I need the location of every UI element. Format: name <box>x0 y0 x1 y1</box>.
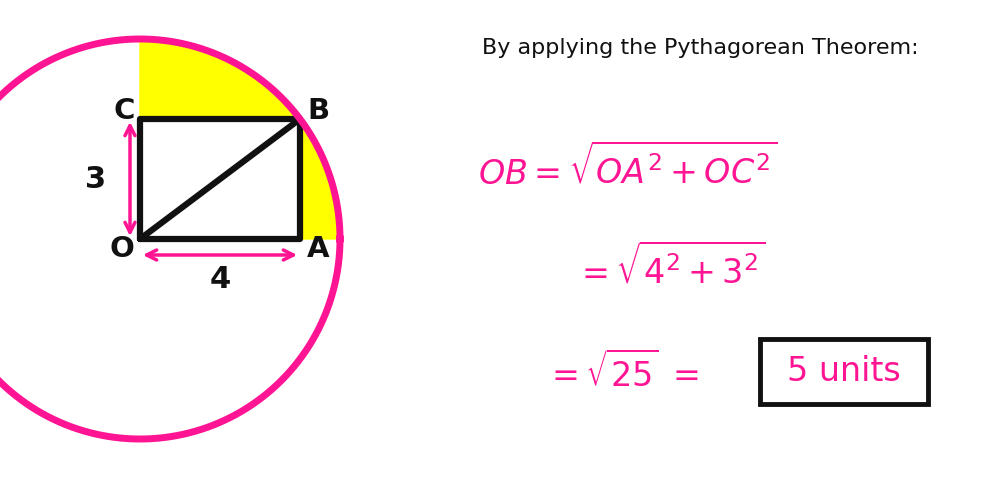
Text: $= \sqrt{4^2 + 3^2}$: $= \sqrt{4^2 + 3^2}$ <box>575 244 765 292</box>
Text: B: B <box>307 97 329 125</box>
Text: O: O <box>110 235 134 263</box>
Polygon shape <box>140 119 300 239</box>
Text: C: C <box>113 97 135 125</box>
Text: 3: 3 <box>85 164 107 194</box>
Text: By applying the Pythagorean Theorem:: By applying the Pythagorean Theorem: <box>482 38 918 58</box>
Text: A: A <box>307 235 329 263</box>
Text: 5 units: 5 units <box>787 355 901 388</box>
Text: $= \sqrt{25} \; =$: $= \sqrt{25} \; =$ <box>545 352 699 394</box>
FancyBboxPatch shape <box>760 339 928 404</box>
Text: $\mathit{OB} = \sqrt{\mathit{OA}^2 + \mathit{OC}^2}$: $\mathit{OB} = \sqrt{\mathit{OA}^2 + \ma… <box>478 143 778 191</box>
Text: 4: 4 <box>209 264 231 293</box>
Polygon shape <box>140 39 340 239</box>
